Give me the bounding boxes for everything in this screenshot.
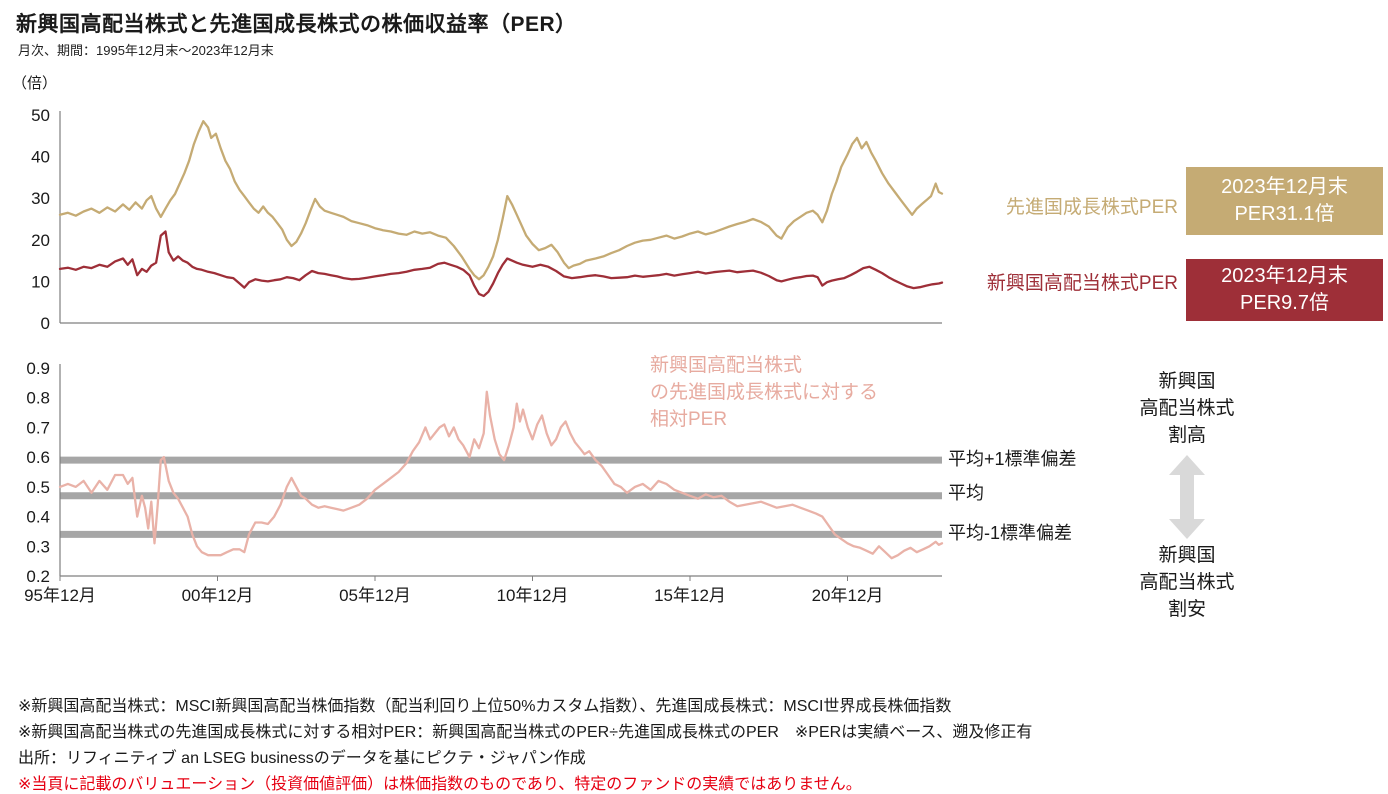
developed-series-label: 先進国成長株式PER	[1005, 197, 1178, 218]
developed-latest-badge: 2023年12月末 PER31.1倍	[1186, 167, 1383, 235]
relative-high-annotation: 新興国 高配当株式 割高	[1139, 371, 1235, 446]
svg-text:0: 0	[41, 314, 50, 333]
period-subtitle: 月次、期間：1995年12月末～2023年12月末	[18, 43, 274, 58]
emerging-latest-badge: 2023年12月末 PER9.7倍	[1186, 259, 1383, 321]
svg-text:10: 10	[31, 272, 50, 291]
page-title: 新興国高配当株式と先進国成長株式の株価収益率（PER）	[16, 13, 577, 36]
y-axis-unit-label: （倍）	[12, 75, 58, 92]
svg-text:0.4: 0.4	[26, 508, 50, 527]
footnote-line3: 出所：リフィニティブ an LSEG businessのデータを基にピクテ・ジャ…	[18, 750, 586, 767]
svg-text:95年12月: 95年12月	[24, 586, 96, 605]
footnote-line2: ※新興国高配当株式の先進国成長株式に対する相対PER：新興国高配当株式のPER÷…	[18, 724, 1033, 741]
svg-text:15年12月: 15年12月	[654, 586, 726, 605]
svg-text:50: 50	[31, 106, 50, 125]
svg-text:0.9: 0.9	[26, 359, 50, 378]
relative-low-annotation: 新興国 高配当株式 割安	[1139, 545, 1235, 620]
emerging-badge-date: 2023年12月末	[1221, 265, 1348, 287]
relative-per-annotation: 新興国高配当株式 の先進国成長株式に対する 相対PER	[650, 355, 879, 430]
svg-text:0.2: 0.2	[26, 567, 50, 586]
svg-text:0.6: 0.6	[26, 448, 50, 467]
footnotes: ※新興国高配当株式：MSCI新興国高配当株価指数（配当利回り上位50%カスタム指…	[18, 694, 1032, 794]
developed-badge-value: PER31.1倍	[1234, 203, 1335, 225]
footnote-disclaimer: ※当頁に記載のバリュエーション（投資価値評価）は株価指数のものであり、特定のファ…	[18, 776, 862, 793]
emerging-series-label: 新興国高配当株式PER	[986, 273, 1178, 294]
svg-text:30: 30	[31, 189, 50, 208]
band-minus1sd-label: 平均-1標準偏差	[948, 523, 1073, 543]
relative-per-line-chart: 0.2 0.3 0.4 0.5 0.6 0.7 0.8 0.9 95年12月 00年12月 05年1…	[24, 359, 944, 605]
svg-text:00年12月: 00年12月	[182, 586, 254, 605]
updown-arrow-icon	[1169, 455, 1205, 539]
emerging-badge-value: PER9.7倍	[1240, 292, 1329, 314]
band-mean-label: 平均	[948, 483, 984, 503]
svg-text:40: 40	[31, 148, 50, 167]
svg-text:20年12月: 20年12月	[812, 586, 884, 605]
svg-text:0.8: 0.8	[26, 389, 50, 408]
svg-text:10年12月: 10年12月	[497, 586, 569, 605]
band-plus1sd-label: 平均+1標準偏差	[948, 449, 1077, 469]
svg-text:0.7: 0.7	[26, 418, 50, 437]
svg-text:05年12月: 05年12月	[339, 586, 411, 605]
developed-badge-date: 2023年12月末	[1221, 176, 1348, 198]
svg-text:20: 20	[31, 231, 50, 250]
svg-text:0.5: 0.5	[26, 478, 50, 497]
per-line-chart: 0 10 20 30 40 50	[31, 106, 944, 333]
footnote-line1: ※新興国高配当株式：MSCI新興国高配当株価指数（配当利回り上位50%カスタム指…	[18, 698, 952, 715]
svg-text:0.3: 0.3	[26, 537, 50, 556]
